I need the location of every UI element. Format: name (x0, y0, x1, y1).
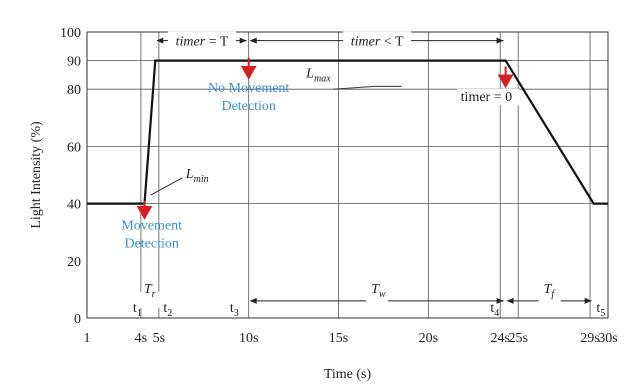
interval-label: timer = T (176, 35, 229, 50)
timer-zero-label: timer = 0 (461, 90, 512, 105)
time-markers: t1 t2 t3 t4 t5 (133, 301, 605, 319)
y-axis-title: Light Intensity (%) (29, 121, 44, 229)
movement-label: Detection (124, 236, 178, 251)
x-tick-label: 29s (580, 331, 599, 346)
x-tick-label: 25s (508, 331, 527, 346)
y-tick-label: 20 (67, 255, 81, 270)
lmin-label: Lmin (185, 167, 209, 185)
plot-frame (86, 31, 609, 319)
lmax-label: Lmax (305, 66, 331, 84)
time-marker-label: t2 (163, 301, 172, 319)
time-marker-label: t1 (133, 301, 142, 319)
movement-label: Movement (121, 218, 182, 233)
series-marks (87, 59, 608, 205)
interval-label-bg (343, 31, 412, 48)
no-movement-label: No Movement (208, 81, 289, 96)
annotations: Lmax Lmin No Movement Detection Movement Dete… (121, 57, 520, 251)
x-tick-label: 4s (135, 331, 147, 346)
y-tick-label: 80 (67, 83, 81, 98)
x-tick-label: 5s (153, 331, 165, 346)
x-tick-label: 20s (419, 331, 438, 346)
no-movement-label: Detection (221, 99, 275, 114)
y-tick-labels: 0 20 40 60 80 90 100 (60, 26, 81, 327)
y-tick-label: 100 (60, 26, 81, 41)
interval-label-bg (538, 291, 561, 308)
interval-label: Tf (544, 282, 556, 300)
timer-zero-bg (457, 88, 520, 105)
y-tick-label: 90 (67, 55, 81, 70)
light-intensity-line (87, 59, 608, 205)
interval-label-bg (138, 291, 161, 308)
y-tick-label: 60 (67, 140, 81, 155)
y-tick-label: 40 (67, 198, 81, 213)
grid-lines (87, 31, 609, 318)
x-tick-label: 24s (490, 331, 509, 346)
lmax-leader (333, 85, 402, 90)
interval-arrows: Tr Tw Tf timer = T timer < T (138, 31, 592, 308)
x-tick-label: 15s (329, 331, 348, 346)
time-marker-label: t3 (230, 301, 239, 319)
interval-label-bg (167, 31, 236, 48)
y-tick-label: 0 (74, 312, 81, 327)
interval-label: Tr (144, 282, 156, 300)
interval-label: Tw (371, 282, 386, 300)
interval-label: timer < T (351, 35, 404, 50)
x-tick-label: 1 (84, 331, 91, 346)
time-marker-label: t4 (490, 301, 499, 319)
x-tick-label: 10s (239, 331, 258, 346)
interval-label-bg (366, 291, 389, 308)
x-tick-label: 30s (598, 331, 617, 346)
time-marker-label: t5 (596, 301, 605, 319)
lmin-leader (150, 177, 183, 196)
x-axis-title: Time (s) (324, 367, 372, 382)
